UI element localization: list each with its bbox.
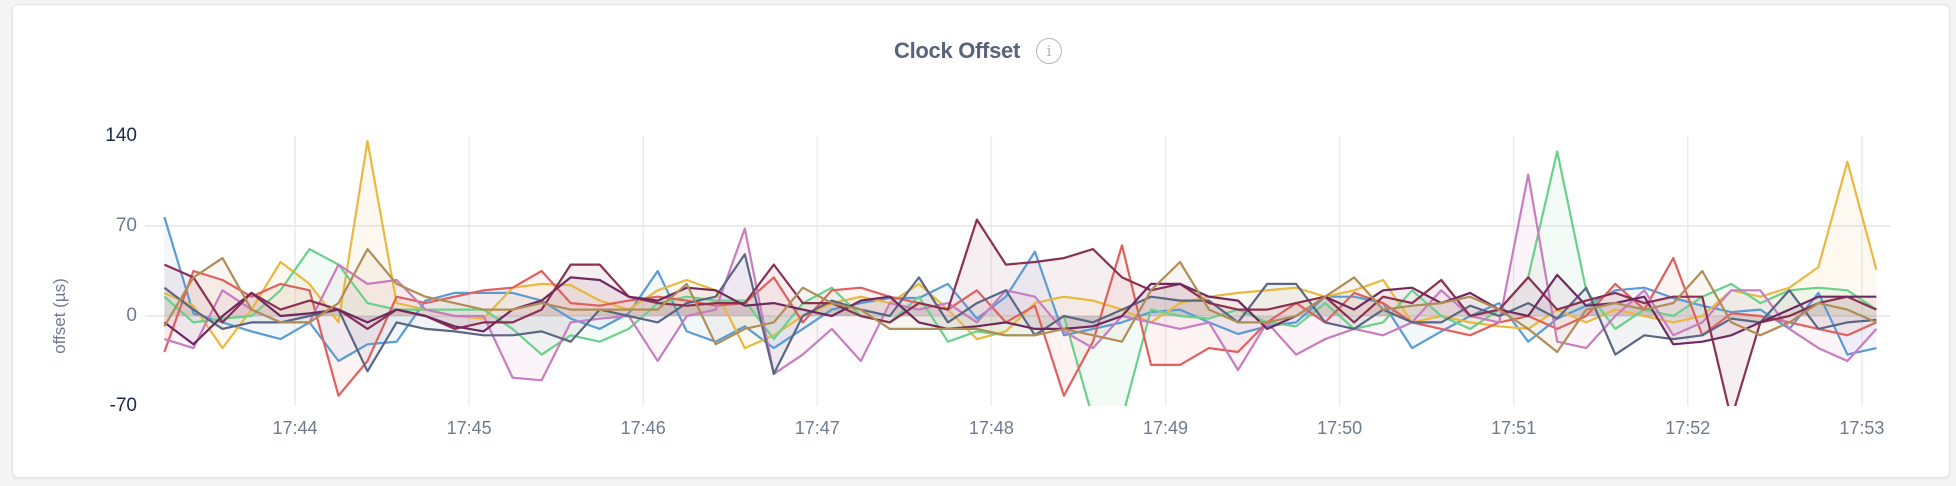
x-tick-label: 17:51 <box>1491 418 1537 438</box>
area-fills <box>164 141 1877 406</box>
series-area-8 <box>164 274 1877 345</box>
series-line-1 <box>163 216 1877 363</box>
x-tick-label: 17:50 <box>1317 418 1363 438</box>
x-tick-label: 17:49 <box>1142 418 1189 438</box>
info-circle-icon[interactable]: i <box>1035 38 1062 64</box>
series-area-4 <box>164 245 1877 396</box>
y-tick-label: 70 <box>115 215 137 236</box>
series-area-5 <box>164 174 1877 381</box>
series-line-7 <box>163 218 1877 406</box>
series-line-5 <box>164 173 1878 382</box>
y-tick-label: -70 <box>109 395 137 416</box>
series-area-1 <box>164 217 1877 361</box>
y-tick-label: 140 <box>105 125 137 146</box>
series-area-9 <box>164 249 1877 352</box>
series-line-9 <box>163 248 1877 354</box>
chart-header: Clock Offset i <box>0 38 1956 64</box>
x-tick-label: 17:44 <box>272 418 318 438</box>
x-tick-label: 17:53 <box>1839 418 1885 438</box>
series-area-3 <box>164 151 1877 406</box>
series-line-8 <box>163 273 1877 346</box>
x-tick-label: 17:46 <box>620 418 666 438</box>
x-tick-label: 17:52 <box>1665 418 1711 438</box>
chart-title: Clock Offset <box>894 38 1020 63</box>
x-tick-label: 17:45 <box>446 418 492 438</box>
y-tick-label: 0 <box>126 305 137 326</box>
x-tick-label: 17:47 <box>794 418 840 438</box>
series-group <box>163 140 1878 406</box>
x-tick-label: 17:48 <box>968 418 1014 438</box>
series-lines <box>163 140 1878 406</box>
chart-card <box>12 4 1950 478</box>
